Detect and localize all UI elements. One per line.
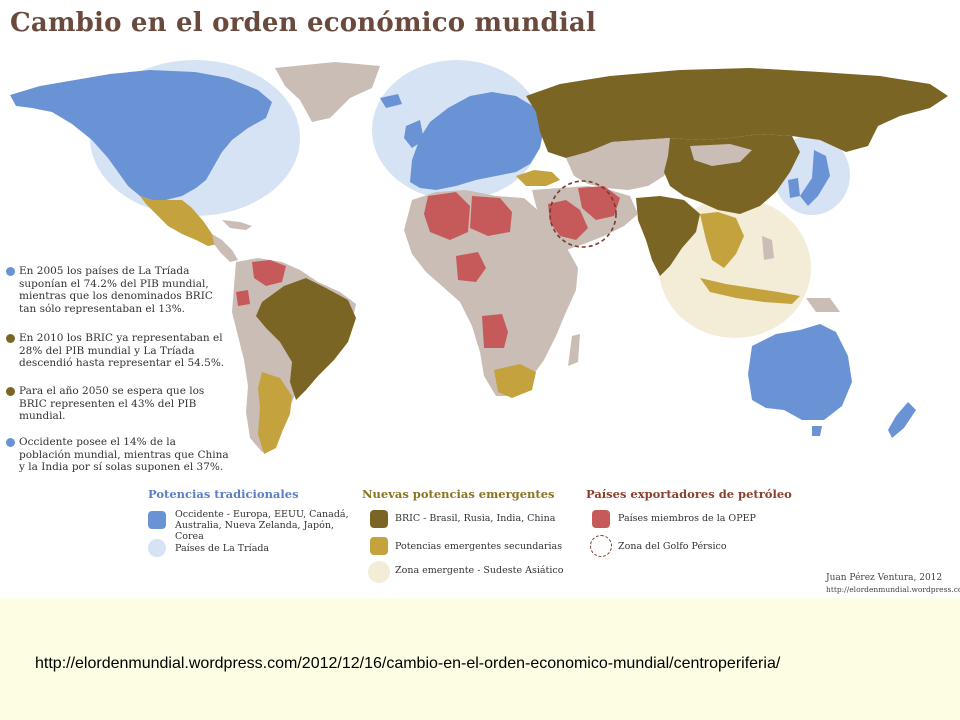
note-4: Occidente posee el 14% de la población m…	[6, 436, 230, 474]
legend-label-bric: BRIC - Brasil, Rusia, India, China	[395, 513, 556, 524]
legend-heading-emergentes: Nuevas potencias emergentes	[362, 487, 555, 501]
central-america	[212, 234, 238, 262]
libya	[470, 196, 512, 236]
europe	[410, 92, 544, 190]
se-asia-mainland	[700, 212, 744, 268]
note-bullet-icon	[6, 387, 15, 396]
algeria	[424, 192, 470, 240]
legend-swatch-bric	[370, 510, 388, 528]
gulf-zone-circle	[549, 180, 617, 248]
sudeste-zone	[659, 198, 811, 338]
iran	[578, 186, 620, 220]
note-text: En 2005 los países de La Tríada suponían…	[19, 265, 213, 315]
caribbean	[222, 220, 252, 230]
world-map	[10, 60, 948, 454]
venezuela	[252, 260, 286, 286]
north-america	[10, 70, 272, 200]
note-bullet-icon	[6, 334, 15, 343]
indonesia	[700, 278, 800, 304]
nigeria	[456, 252, 486, 282]
legend-swatch-triada	[148, 539, 166, 557]
argentina	[258, 372, 292, 454]
greenland	[275, 62, 380, 122]
note-2: En 2010 los BRIC ya representaban el 28%…	[6, 332, 230, 370]
legend-swatch-sudeste	[368, 561, 390, 583]
new-zealand	[888, 402, 916, 438]
angola	[482, 314, 508, 348]
credit-site: http://elordenmundial.wordpress.com	[826, 585, 960, 594]
legend-heading-tradicionales: Potencias tradicionales	[148, 487, 299, 501]
legend-label-opep: Países miembros de la OPEP	[618, 513, 756, 524]
legend-swatch-gulf	[590, 535, 612, 557]
madagascar	[568, 334, 580, 366]
credit: Juan Pérez Ventura, 2012 http://elordenm…	[826, 573, 960, 595]
philippines	[762, 236, 774, 260]
legend-swatch-secundarias	[370, 537, 388, 555]
note-3: Para el año 2050 se espera que los BRIC …	[6, 385, 230, 423]
note-text: Para el año 2050 se espera que los BRIC …	[19, 385, 205, 422]
note-bullet-icon	[6, 438, 15, 447]
note-text: En 2010 los BRIC ya representaban el 28%…	[19, 332, 225, 369]
iceland	[380, 94, 402, 108]
map-title: Cambio en el orden económico mundial	[10, 8, 597, 38]
japan	[800, 150, 830, 206]
note-1: En 2005 los países de La Tríada suponían…	[6, 265, 230, 315]
saudi-arabia	[548, 200, 588, 240]
russia	[526, 68, 948, 158]
brazil	[256, 278, 356, 400]
turkey	[516, 170, 560, 186]
note-text: Occidente posee el 14% de la población m…	[19, 436, 229, 473]
legend-label-sudeste: Zona emergente - Sudeste Asiático	[395, 565, 564, 576]
credit-author: Juan Pérez Ventura, 2012	[826, 573, 943, 583]
legend-label-gulf: Zona del Golfo Pérsico	[618, 541, 727, 552]
new-guinea	[806, 298, 840, 312]
south-africa	[494, 364, 536, 398]
india	[636, 196, 700, 276]
australia	[748, 324, 852, 420]
note-bullet-icon	[6, 267, 15, 276]
footer-panel	[0, 598, 960, 720]
legend-label-occidente: Occidente - Europa, EEUU, Canadá, Austra…	[175, 509, 349, 542]
mexico	[140, 196, 218, 246]
africa	[404, 190, 578, 396]
uk	[404, 120, 424, 148]
legend-label-secundarias: Potencias emergentes secundarias	[395, 541, 563, 552]
central-asia	[566, 138, 676, 190]
tasmania	[812, 426, 822, 436]
korea	[788, 178, 800, 198]
legend-label-triada: Países de La Tríada	[175, 543, 270, 554]
legend-swatch-opep	[592, 510, 610, 528]
legend-swatch-occidente	[148, 511, 166, 529]
ecuador	[236, 290, 250, 306]
legend-heading-petroleo: Países exportadores de petróleo	[586, 487, 792, 501]
source-url[interactable]: http://elordenmundial.wordpress.com/2012…	[35, 655, 781, 672]
mongolia	[690, 144, 752, 166]
